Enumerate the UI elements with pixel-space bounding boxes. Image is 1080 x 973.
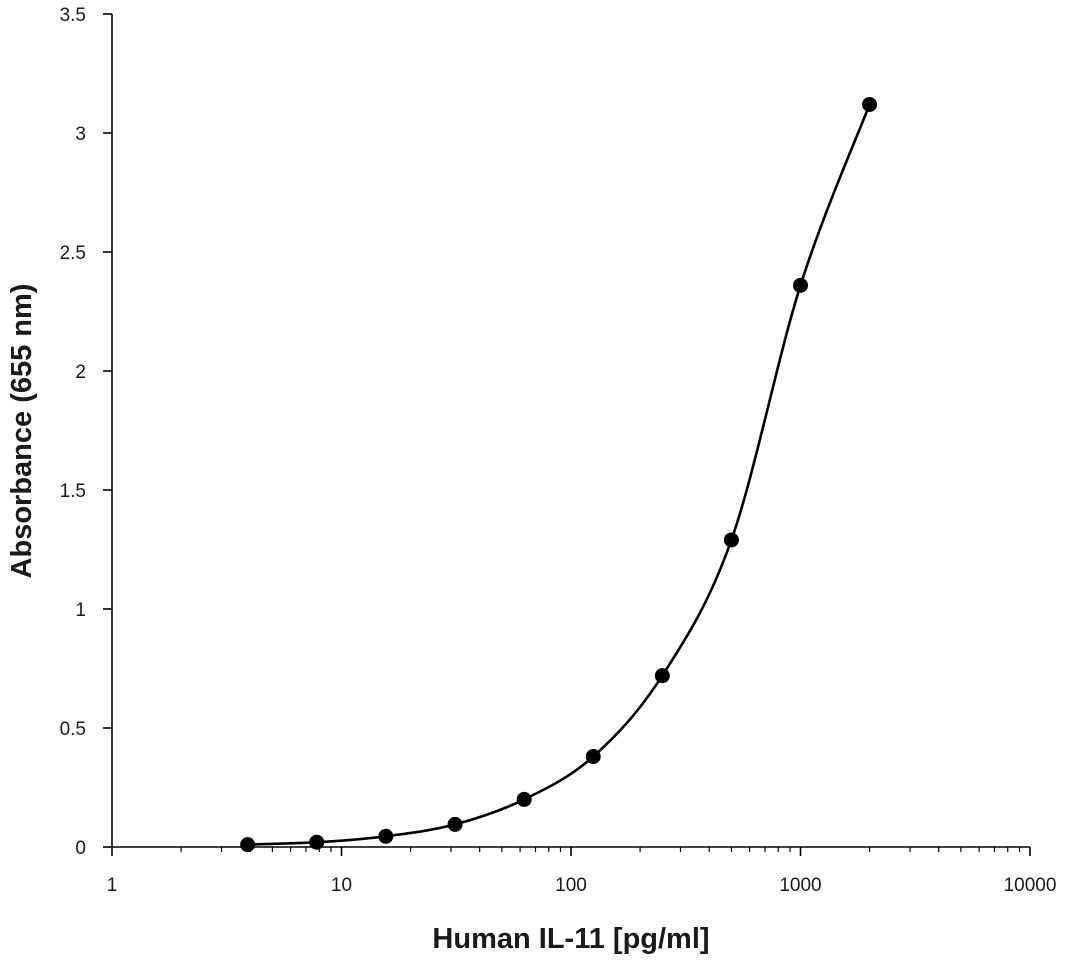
x-axis-title: Human IL-11 [pg/ml] xyxy=(432,923,709,955)
data-point xyxy=(516,791,532,807)
y-tick-label: 1.5 xyxy=(60,481,86,502)
y-tick-label: 1 xyxy=(75,600,86,621)
data-point xyxy=(585,749,601,765)
data-point xyxy=(723,532,739,548)
axes xyxy=(111,14,1030,848)
data-points xyxy=(240,96,878,853)
x-tick-label: 100 xyxy=(555,875,587,896)
y-tick-label: 0.5 xyxy=(60,719,86,740)
x-tick-label: 1000 xyxy=(779,875,821,896)
y-tick-label: 2 xyxy=(75,362,86,383)
data-point xyxy=(309,834,325,850)
data-point xyxy=(378,828,394,844)
y-tick-label: 3 xyxy=(75,124,86,145)
x-tick-label: 10000 xyxy=(1004,875,1057,896)
data-point xyxy=(793,277,808,293)
data-point xyxy=(447,816,463,832)
data-point xyxy=(654,668,670,684)
ticks: 0 0.5 1 1.5 2 2.5 3 3.5 1 10 100 1000 10000 xyxy=(60,5,1057,896)
y-axis-title: Absorbance (655 nm) xyxy=(6,284,38,579)
data-point xyxy=(862,96,878,112)
y-tick-label: 2.5 xyxy=(60,243,86,264)
y-tick-label: 0 xyxy=(75,838,86,859)
fitted-curve xyxy=(247,103,871,846)
data-point xyxy=(240,837,256,853)
y-tick-label: 3.5 xyxy=(60,5,86,26)
x-tick-label: 10 xyxy=(331,875,352,896)
x-tick-label: 1 xyxy=(107,875,118,896)
